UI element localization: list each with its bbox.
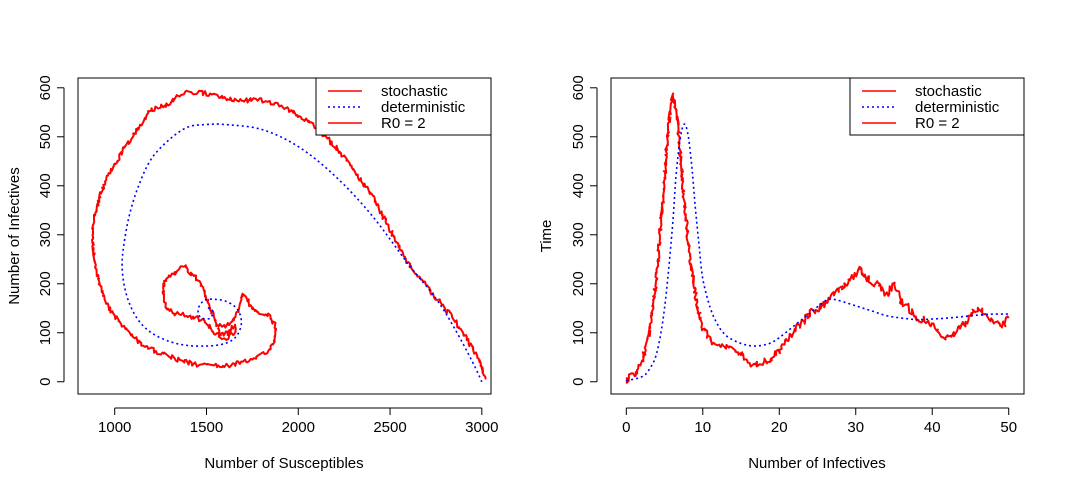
plot-1-series-stochastic [91,89,487,380]
plot-2-y-tick-label: 100 [570,320,587,345]
plot-2-y-tick-label: 600 [570,75,587,100]
plot-1-series [91,89,487,383]
plot-2-y-axis-label: Time [538,220,555,253]
plot-1-x-axis-label: Number of Susceptibles [204,455,363,472]
plot-1-y-tick-label: 600 [37,75,54,100]
plot-1-y-tick-label: 100 [37,320,54,345]
plot-2-series [625,92,1010,384]
plot-1-legend-label-deterministic: deterministic [381,99,466,116]
plot-2-x-tick-label: 20 [771,419,788,436]
plot-2-legend-label-r0: R0 = 2 [915,115,960,132]
plot-2-legend-label-stochastic: stochastic [915,83,982,100]
plot-2-series-stochastic [625,92,1010,384]
plot-2-x-tick-label: 0 [622,419,630,436]
plot-1-x-tick-label: 2500 [373,419,406,436]
plot-2-legend-label-deterministic: deterministic [915,99,1000,116]
plot-1-x-tick-label: 1500 [190,419,223,436]
plot-1-legend-label-r0: R0 = 2 [381,115,426,132]
plot-1-series-deterministic [121,123,483,383]
plot-1-x-tick-label: 2000 [282,419,315,436]
plot-2-x-tick-label: 50 [1000,419,1017,436]
plot-1-y-tick-label: 500 [37,124,54,149]
plot-1-y-tick-label: 400 [37,173,54,198]
plot-2-y-tick-label: 200 [570,271,587,296]
plot-1-x-tick-label: 1000 [98,419,131,436]
plot-2-series-deterministic [626,123,1009,382]
plot-1: 1000 1500 2000 2500 30000100200300400500600 … [6,75,499,472]
plot-2-legend: stochastic deterministic R0 = 2 [849,77,1025,136]
plot-2-y-tick-label: 300 [570,222,587,247]
plot-1-legend-label-stochastic: stochastic [381,83,448,100]
plot-1-y-axis-label: Number of Infectives [6,167,23,305]
plot-1-y-tick-label: 200 [37,271,54,296]
plot-2-x-tick-label: 40 [924,419,941,436]
plot-2-x-axis-label: Number of Infectives [748,455,886,472]
plot-1-y-tick-label: 300 [37,222,54,247]
plot-1-legend-box [315,77,492,136]
plot-1-x-tick-label: 3000 [465,419,498,436]
plot-2-y-tick-label: 500 [570,124,587,149]
plot-1-axes: 1000 1500 2000 2500 3000 0 100 200 300 400 500 600 [37,75,499,436]
plot-2-frame [610,77,1025,395]
plot-1-legend: stochastic deterministic R0 = 2 [315,77,492,136]
plot-2-y-tick-label: 400 [570,173,587,198]
plot-2-y-tick-label: 0 [570,378,587,386]
plot-2-x-tick-label: 30 [847,419,864,436]
plot-1-frame [77,77,492,395]
plot-1-y-tick-label: 0 [37,378,54,386]
plot-2-x-tick-label: 10 [694,419,711,436]
